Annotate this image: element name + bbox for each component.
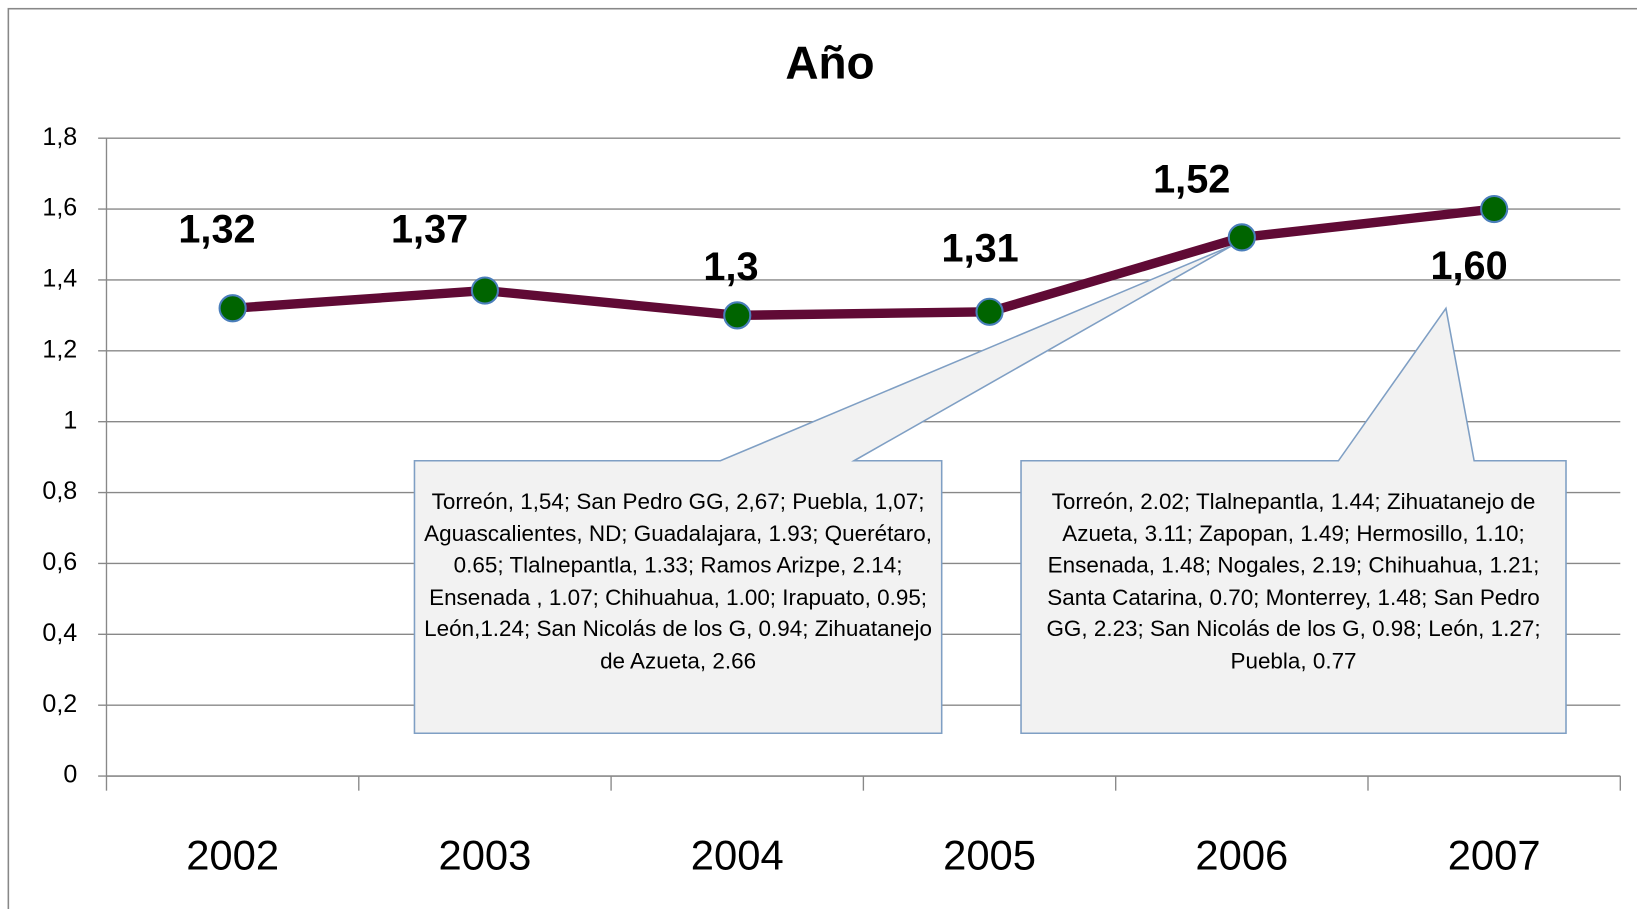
callout: Torreón, 1,54; San Pedro GG, 2,67; Puebl… bbox=[424, 488, 933, 674]
marker bbox=[470, 276, 500, 305]
y-tick-label: 1 bbox=[63, 406, 77, 434]
value-label: 1,52 bbox=[1153, 158, 1230, 202]
x-tick-label: 2005 bbox=[943, 832, 1036, 879]
callout-box bbox=[1020, 306, 1567, 735]
marker bbox=[218, 294, 247, 323]
value-label: 1,60 bbox=[1430, 244, 1507, 288]
x-tick-label: 2003 bbox=[438, 832, 531, 879]
x-tick-label: 2002 bbox=[186, 832, 279, 879]
y-tick-label: 1,4 bbox=[42, 265, 77, 293]
value-label: 1,3 bbox=[703, 245, 758, 289]
value-label: 1,31 bbox=[942, 227, 1019, 271]
x-tick-label: 2006 bbox=[1195, 832, 1288, 879]
y-tick-label: 1,2 bbox=[42, 335, 77, 363]
y-tick-label: 0,2 bbox=[42, 690, 77, 718]
x-tick-label: 2004 bbox=[691, 832, 784, 879]
x-tick-label: 2007 bbox=[1448, 832, 1541, 879]
value-label: 1,32 bbox=[178, 208, 255, 252]
y-tick-label: 0,8 bbox=[42, 477, 77, 505]
callout-text: Torreón, 2.02; Tlalnepantla, 1.44; Zihua… bbox=[1046, 488, 1541, 674]
marker bbox=[975, 297, 1004, 326]
marker bbox=[1480, 194, 1509, 224]
marker bbox=[1227, 223, 1256, 252]
chart-title: Año bbox=[785, 36, 874, 88]
marker bbox=[723, 301, 752, 330]
callout: Torreón, 2.02; Tlalnepantla, 1.44; Zihua… bbox=[1046, 488, 1541, 674]
y-tick-label: 0 bbox=[63, 761, 77, 789]
y-tick-label: 0,4 bbox=[42, 619, 77, 647]
y-tick-label: 0,6 bbox=[42, 548, 77, 576]
callout-text: Torreón, 1,54; San Pedro GG, 2,67; Puebl… bbox=[424, 488, 933, 674]
line bbox=[232, 204, 1495, 321]
value-label: 1,37 bbox=[391, 208, 468, 252]
callout-box bbox=[413, 244, 1233, 735]
y-tick-label: 1,8 bbox=[42, 123, 77, 151]
y-tick-label: 1,6 bbox=[42, 194, 77, 222]
